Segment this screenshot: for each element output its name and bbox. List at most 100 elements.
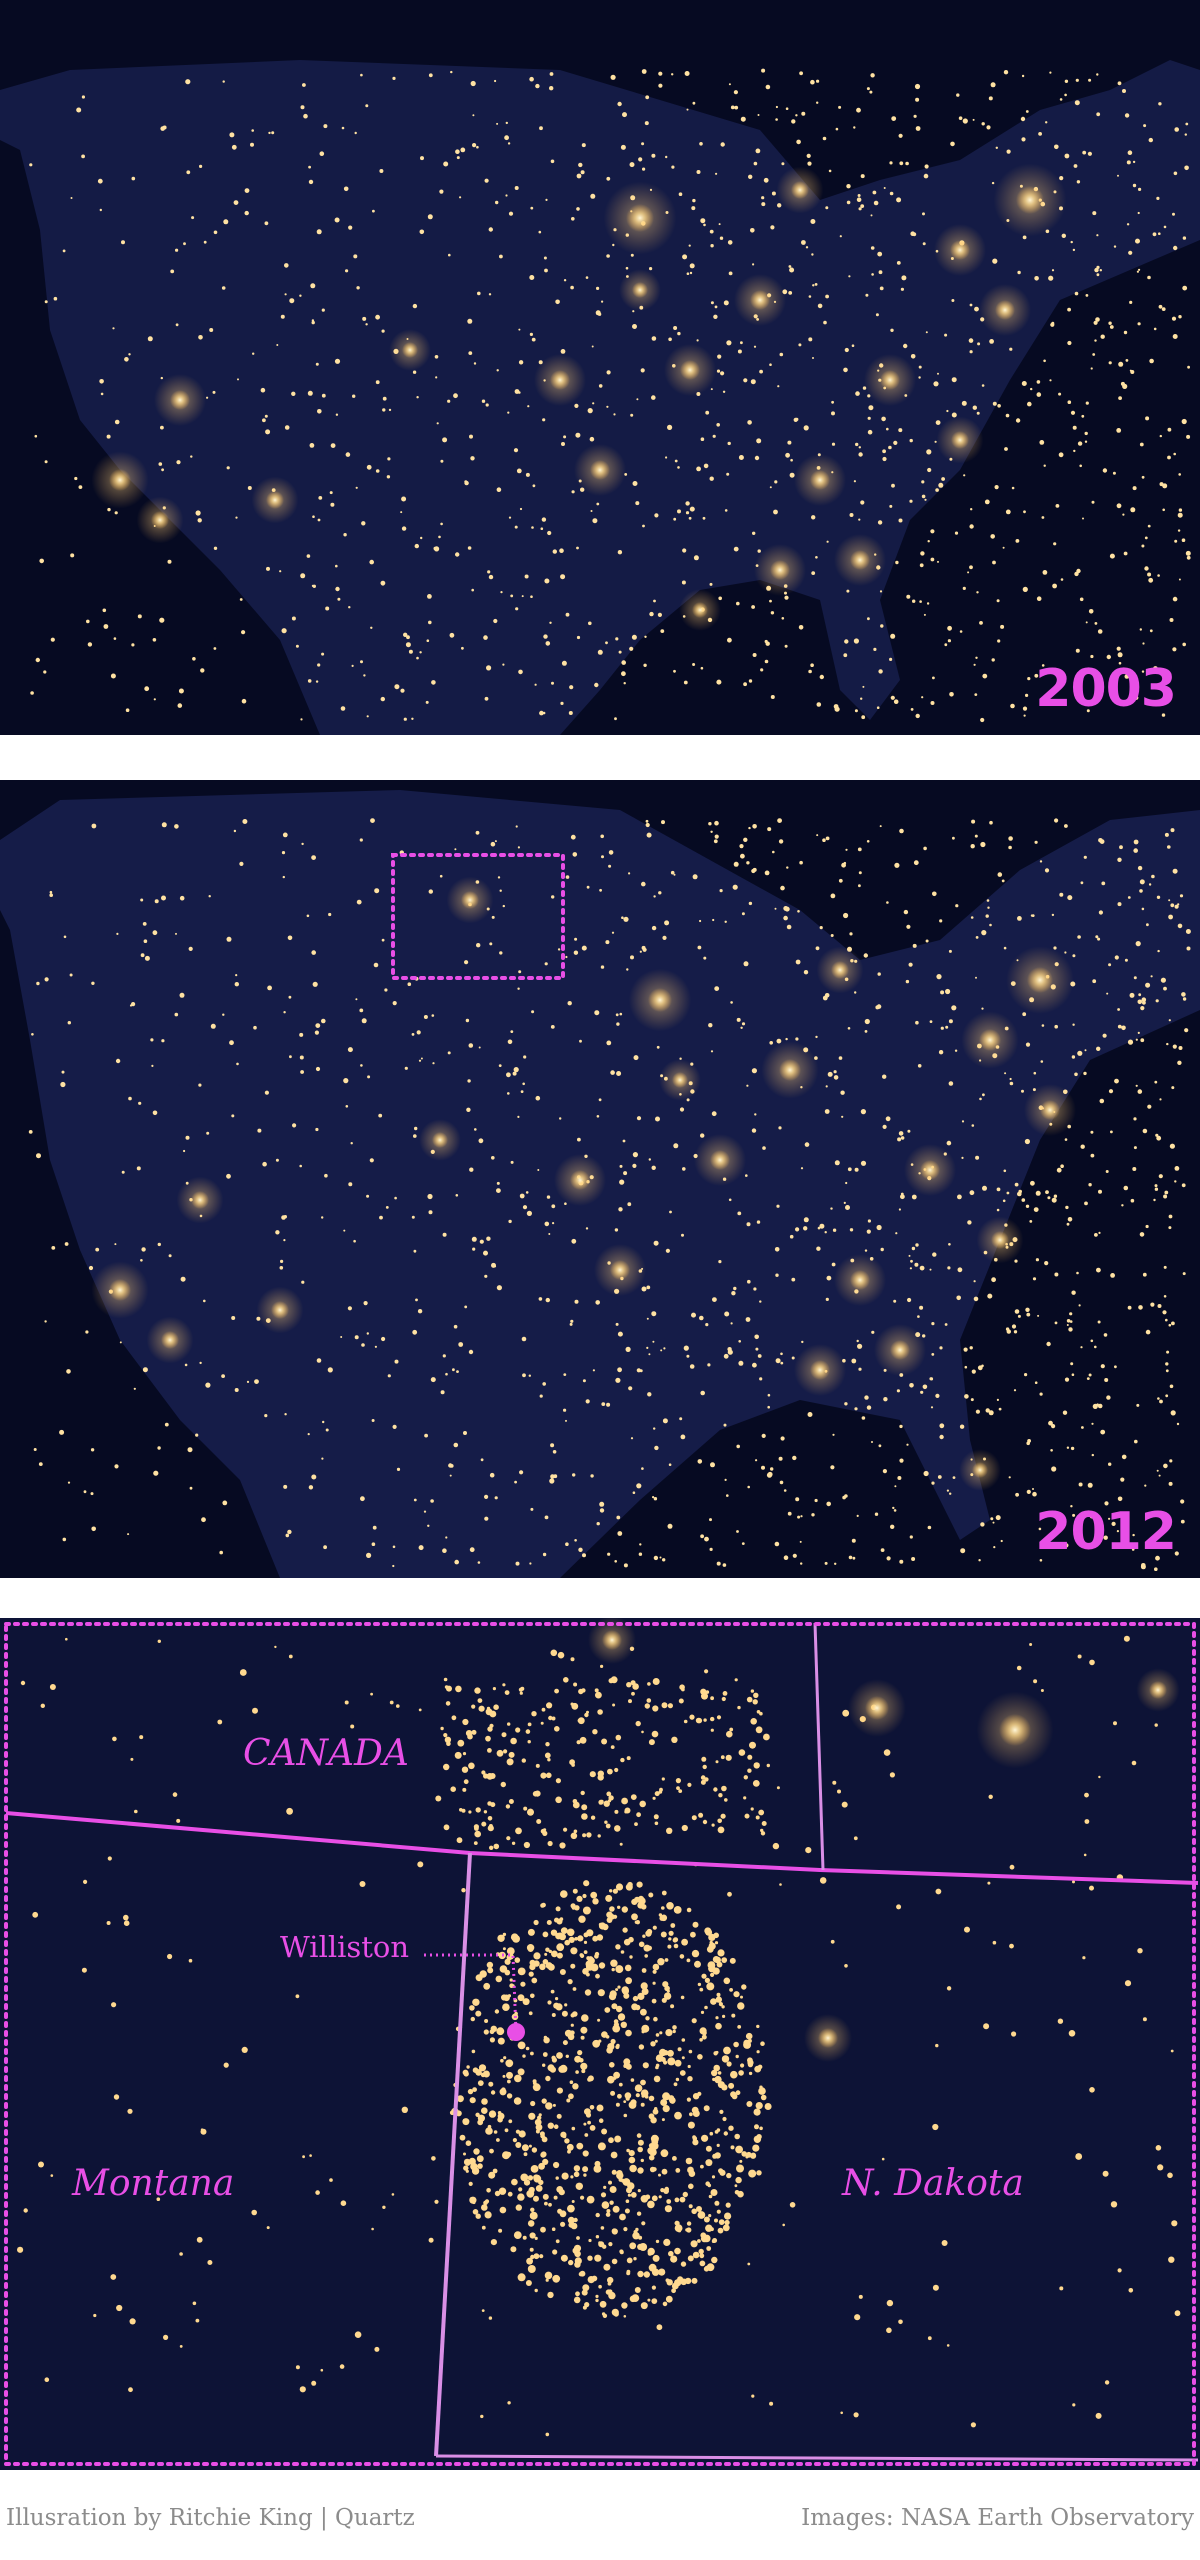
- city-light: [648, 2263, 657, 2272]
- city-light: [595, 2294, 599, 2298]
- city-light: [740, 341, 743, 345]
- city-light: [900, 287, 905, 291]
- city-light: [188, 1958, 193, 1963]
- city-light: [575, 2070, 579, 2074]
- city-light: [816, 702, 822, 707]
- city-light: [1155, 2145, 1162, 2151]
- city-light: [584, 1989, 592, 1996]
- city-light: [392, 1001, 397, 1006]
- city-light: [919, 563, 924, 568]
- city-light: [704, 1777, 709, 1782]
- city-light: [1164, 832, 1169, 837]
- city-light: [479, 1970, 487, 1978]
- city-light: [603, 2263, 611, 2271]
- city-light: [539, 2254, 544, 2259]
- city-light: [649, 267, 653, 271]
- city-light: [564, 1939, 570, 1946]
- city-light: [855, 391, 860, 396]
- city-light: [673, 1906, 682, 1914]
- city-light: [484, 696, 489, 701]
- city-light: [1021, 137, 1026, 142]
- city-light: [411, 1033, 415, 1036]
- city-light: [496, 369, 499, 372]
- city-light: [893, 1299, 897, 1303]
- city-light: [687, 2166, 694, 2174]
- city-light: [614, 1228, 619, 1232]
- city-light: [419, 651, 422, 654]
- city-light: [648, 1739, 655, 1746]
- city-light: [365, 323, 368, 326]
- city-light: [756, 438, 762, 444]
- city-light: [723, 1353, 729, 1359]
- city-light: [1102, 2170, 1109, 2177]
- city-light: [663, 2188, 669, 2194]
- city-light: [860, 500, 865, 505]
- city-light: [1122, 513, 1125, 516]
- city-light: [645, 819, 649, 823]
- city-light: [889, 191, 894, 196]
- city-light: [648, 1158, 651, 1161]
- city-light: [991, 1277, 996, 1283]
- city-light: [497, 2037, 505, 2045]
- city-light: [832, 1228, 837, 1232]
- city-light: [617, 1367, 622, 1373]
- city-light: [279, 570, 282, 573]
- city-light: [703, 2234, 711, 2243]
- city-light: [607, 1799, 612, 1803]
- city-light: [1104, 1378, 1109, 1382]
- night-map-2003: [0, 0, 1200, 735]
- city-light: [487, 1816, 493, 1821]
- city-light: [418, 1059, 422, 1062]
- city-light: [630, 2078, 635, 2082]
- city-light: [848, 275, 851, 278]
- city-light: [699, 1987, 704, 1992]
- city-light: [642, 167, 646, 171]
- city-light: [853, 2412, 859, 2418]
- city-light: [777, 818, 782, 823]
- city-light: [825, 1297, 829, 1301]
- city-light: [201, 1517, 206, 1523]
- city-light: [264, 1414, 268, 1418]
- city-light: [627, 2193, 632, 2197]
- city-light: [549, 86, 554, 91]
- city-light: [1009, 1943, 1014, 1949]
- city-light: [170, 390, 190, 410]
- city-light: [667, 1944, 672, 1949]
- city-light: [938, 1050, 944, 1055]
- city-light: [849, 1228, 854, 1232]
- city-light: [551, 895, 555, 899]
- city-light: [1110, 2201, 1118, 2208]
- city-light: [284, 425, 290, 430]
- city-light: [611, 2169, 617, 2175]
- city-light: [544, 1752, 551, 1759]
- city-light: [1117, 174, 1119, 177]
- city-light: [529, 2211, 538, 2220]
- city-light: [845, 1181, 848, 1185]
- city-light: [573, 1682, 578, 1687]
- city-light: [819, 926, 823, 930]
- city-light: [1067, 895, 1073, 901]
- city-light: [606, 1402, 611, 1407]
- city-light: [391, 2193, 395, 2196]
- city-light: [691, 1815, 697, 1821]
- city-light: [700, 2164, 704, 2169]
- city-light: [598, 2284, 602, 2289]
- city-light: [927, 467, 932, 473]
- city-light: [142, 922, 147, 926]
- city-light: [592, 1898, 599, 1905]
- city-light: [496, 1188, 501, 1193]
- city-light: [752, 531, 756, 535]
- city-light: [1036, 392, 1042, 397]
- city-light: [871, 1441, 873, 1443]
- city-light: [475, 2010, 482, 2017]
- city-light: [736, 1444, 740, 1449]
- city-light: [1009, 347, 1013, 351]
- city-light: [784, 906, 790, 912]
- city-light: [628, 1699, 632, 1704]
- city-light: [175, 323, 179, 327]
- city-light: [701, 2034, 707, 2040]
- city-light: [840, 2411, 843, 2415]
- city-light: [449, 632, 455, 638]
- city-light: [1155, 999, 1159, 1003]
- city-light: [580, 2035, 585, 2040]
